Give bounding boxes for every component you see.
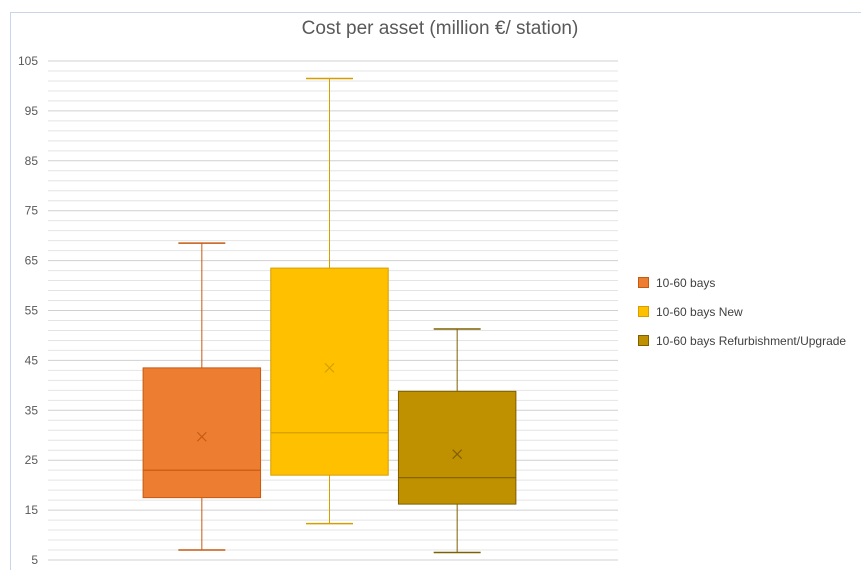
chart-title: Cost per asset (million €/ station)	[301, 18, 579, 39]
y-tick-label: 15	[25, 503, 39, 517]
y-tick-label: 55	[25, 304, 39, 318]
legend-item: 10-60 bays Refurbishment/Upgrade	[638, 326, 846, 355]
box-iqr	[397, 390, 517, 505]
mean-marker	[452, 449, 463, 460]
legend: 10-60 bays 10-60 bays New 10-60 bays Ref…	[638, 268, 846, 355]
y-tick-label: 45	[25, 353, 39, 367]
box-iqr	[142, 367, 262, 499]
y-tick-label: 95	[25, 104, 39, 118]
box-iqr	[270, 267, 389, 476]
legend-swatch	[638, 335, 649, 346]
chart-frame	[10, 12, 861, 570]
box-series	[142, 77, 517, 554]
y-tick-label: 65	[25, 254, 39, 268]
legend-swatch	[638, 277, 649, 288]
legend-swatch	[638, 306, 649, 317]
mean-marker	[196, 431, 207, 442]
y-tick-label: 85	[25, 154, 39, 168]
box-series-item	[270, 77, 389, 525]
legend-label: 10-60 bays Refurbishment/Upgrade	[656, 333, 847, 348]
box-series-item	[142, 242, 262, 551]
y-tick-label: 35	[25, 403, 39, 417]
y-tick-label: 25	[25, 453, 39, 467]
y-tick-label: 5	[31, 553, 38, 567]
legend-label: 10-60 bays	[656, 275, 716, 290]
y-tick-label: 105	[18, 54, 38, 68]
legend-label: 10-60 bays New	[656, 304, 743, 319]
y-tick-label: 75	[25, 204, 39, 218]
box-series-item	[397, 328, 517, 554]
legend-item: 10-60 bays	[638, 268, 846, 297]
y-axis-ticks: 5 15 25 35 45 55 65 75 85 95 105	[18, 54, 38, 567]
mean-marker	[324, 362, 335, 373]
legend-item: 10-60 bays New	[638, 297, 846, 326]
